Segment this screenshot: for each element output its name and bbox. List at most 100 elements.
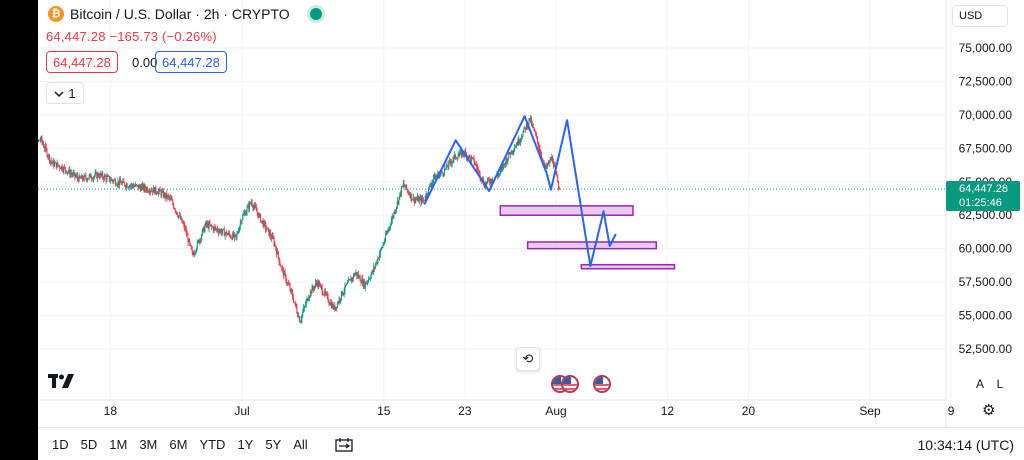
candle-body: [540, 152, 542, 155]
candle-body: [108, 175, 110, 177]
candle-body: [241, 219, 243, 223]
candle-body: [325, 293, 327, 295]
candle-body: [366, 282, 368, 284]
candle-body: [220, 230, 222, 234]
currency-selector[interactable]: USD: [952, 5, 1008, 27]
candle-body: [266, 227, 268, 230]
y-tick-label: 52,500.00: [959, 342, 1013, 356]
range-1y[interactable]: 1Y: [237, 437, 254, 452]
candle-body: [48, 154, 50, 157]
us-event-flag-icon[interactable]: [561, 375, 579, 393]
candle-body: [127, 187, 129, 188]
range-5d[interactable]: 5D: [80, 437, 98, 452]
candle-body: [184, 228, 186, 230]
candle-body: [518, 138, 520, 144]
candle-body: [66, 172, 68, 174]
candle-body: [67, 171, 69, 173]
candle-body: [107, 175, 109, 177]
candle-body: [500, 168, 502, 170]
candle-body: [428, 187, 430, 195]
buy-button[interactable]: 64,447.28: [155, 51, 227, 73]
candle-body: [401, 186, 403, 195]
candle-body: [92, 177, 94, 180]
candle-body: [533, 127, 535, 131]
range-5y[interactable]: 5Y: [265, 437, 282, 452]
symbol-title[interactable]: Bitcoin / U.S. Dollar · 2h · CRYPTO: [70, 6, 290, 22]
us-event-flag-icon[interactable]: [593, 375, 611, 393]
x-tick-label: 15: [377, 404, 391, 418]
candle-body: [176, 211, 178, 215]
candle-body: [62, 169, 64, 172]
candle-body: [244, 212, 246, 214]
auto-scale-button[interactable]: A: [975, 377, 984, 391]
candle-body: [151, 190, 153, 192]
candle-body: [223, 229, 225, 237]
settings-gear-icon[interactable]: ⚙: [982, 402, 996, 419]
candle-body: [78, 175, 80, 182]
candle-body: [364, 282, 366, 288]
candle-body: [300, 319, 302, 322]
candle-body: [315, 282, 317, 284]
candle-body: [371, 270, 373, 275]
candle-body: [512, 151, 514, 153]
candle-body: [105, 176, 107, 181]
time-axis: 18 Jul 15 23 Aug 12 20 Sep 9: [104, 404, 955, 418]
collapse-indicators-button[interactable]: 1: [46, 82, 84, 104]
candle-body: [458, 154, 460, 157]
range-1m[interactable]: 1M: [109, 437, 128, 452]
candle-body: [328, 301, 330, 304]
candle-body: [147, 191, 149, 193]
candle-body: [534, 130, 536, 133]
candle-body: [401, 186, 403, 187]
candle-body: [442, 172, 444, 175]
candle-body: [177, 214, 179, 217]
candle-body: [170, 197, 172, 200]
candle-body: [160, 191, 162, 196]
y-tick-label: 67,500.00: [959, 141, 1013, 155]
candle-body: [498, 173, 500, 175]
symbol-legend[interactable]: ₿ Bitcoin / U.S. Dollar · 2h · CRYPTO: [48, 6, 322, 22]
reset-chart-button[interactable]: ⟲: [516, 347, 540, 371]
candle-body: [152, 190, 154, 193]
candle-body: [416, 199, 418, 201]
candle-body: [168, 196, 170, 199]
candle-body: [520, 138, 522, 143]
range-ytd[interactable]: YTD: [199, 437, 226, 452]
chart-canvas[interactable]: 52,500.00 55,000.00 57,500.00 60,000.00 62,5…: [38, 0, 1024, 427]
candle-body: [407, 190, 409, 194]
candle-body: [202, 227, 204, 230]
candle-body: [38, 140, 40, 141]
candle-body: [92, 179, 94, 180]
candle-body: [248, 205, 250, 209]
candle-body: [45, 146, 47, 150]
sell-button[interactable]: 64,447.28: [46, 51, 118, 73]
candle-body: [547, 161, 549, 165]
candle-body: [403, 183, 405, 186]
candle-body: [549, 159, 551, 164]
candle-body: [423, 200, 425, 201]
candle-body: [73, 172, 75, 174]
candle-body: [180, 218, 182, 220]
candle-body: [186, 234, 188, 236]
range-3m[interactable]: 3M: [139, 437, 158, 452]
candle-body: [352, 274, 354, 279]
utc-clock[interactable]: 10:34:14 (UTC): [917, 437, 1014, 453]
candle-body: [486, 181, 488, 185]
range-6m[interactable]: 6M: [169, 437, 188, 452]
candle-body: [111, 179, 113, 181]
log-scale-button[interactable]: L: [996, 377, 1004, 391]
candle-body: [490, 179, 492, 183]
candle-body: [188, 239, 190, 243]
candle-body: [335, 306, 337, 311]
candle-body: [523, 127, 525, 132]
date-range-calendar-icon[interactable]: [335, 437, 353, 452]
range-1d[interactable]: 1D: [52, 437, 69, 452]
range-all[interactable]: All: [293, 437, 308, 452]
chart-window: 52,500.00 55,000.00 57,500.00 60,000.00 62,5…: [38, 0, 1024, 460]
x-tick-label: 12: [661, 404, 675, 418]
candle-body: [443, 174, 445, 176]
tradingview-logo-icon[interactable]: [48, 371, 74, 394]
candle-body: [69, 169, 71, 176]
candle-body: [317, 281, 319, 286]
candle-body: [134, 186, 136, 187]
